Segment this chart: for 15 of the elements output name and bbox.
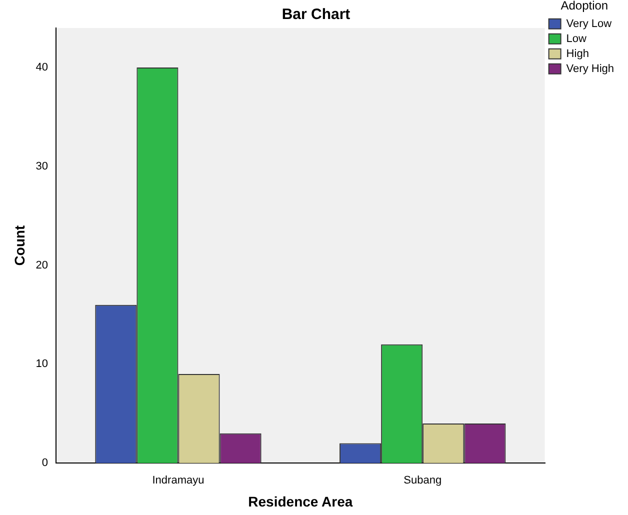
y-tick-label: 20 (36, 259, 48, 272)
chart-title: Bar Chart (282, 6, 350, 24)
legend-title: Adoption (560, 0, 608, 12)
x-tick-label: Subang (404, 474, 442, 487)
y-tick-label: 30 (36, 160, 48, 172)
y-tick-label: 40 (36, 62, 48, 74)
legend-label: High (566, 48, 589, 60)
x-tick-label: Indramayu (152, 474, 204, 487)
y-tick-label: 10 (36, 358, 48, 370)
x-axis-title: Residence Area (248, 493, 353, 510)
y-axis-title: Count (11, 224, 28, 266)
legend-label: Very High (566, 62, 614, 75)
legend-label: Very Low (566, 18, 612, 30)
y-tick-label: 0 (42, 457, 48, 470)
legend-label: Low (566, 32, 587, 45)
